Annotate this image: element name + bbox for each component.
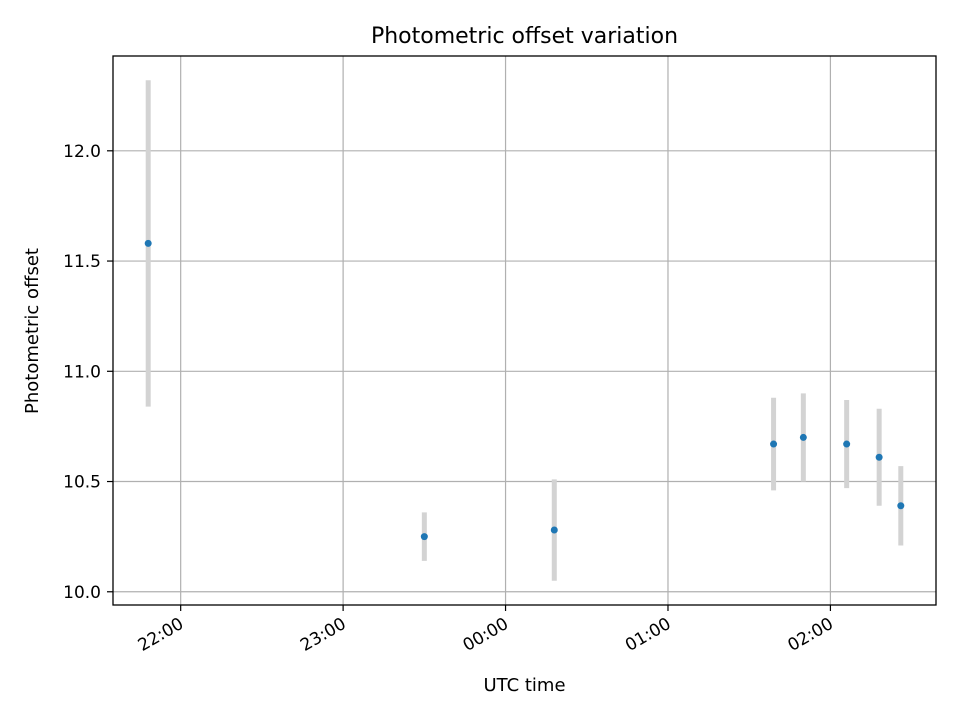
y-tick-label: 11.0	[63, 362, 101, 382]
y-axis-label: Photometric offset	[22, 248, 43, 414]
data-point	[843, 440, 851, 448]
grid	[113, 56, 936, 605]
data-point	[799, 433, 807, 441]
chart-title: Photometric offset variation	[371, 24, 678, 49]
data-point	[420, 533, 428, 541]
data-point	[144, 239, 152, 247]
data-point	[550, 526, 558, 534]
data-point	[897, 502, 905, 510]
y-axis-ticks: 10.0 10.5 11.0 11.5 12.0	[63, 142, 113, 603]
x-axis-label: UTC time	[483, 675, 565, 696]
plot-frame	[112, 55, 937, 606]
y-tick-label: 11.5	[63, 252, 101, 272]
data-point	[770, 440, 778, 448]
data-points	[144, 239, 905, 541]
y-tick-label: 10.5	[63, 473, 101, 493]
y-tick-label: 10.0	[63, 583, 101, 603]
y-tick-label: 12.0	[63, 142, 101, 162]
data-point	[875, 453, 883, 461]
